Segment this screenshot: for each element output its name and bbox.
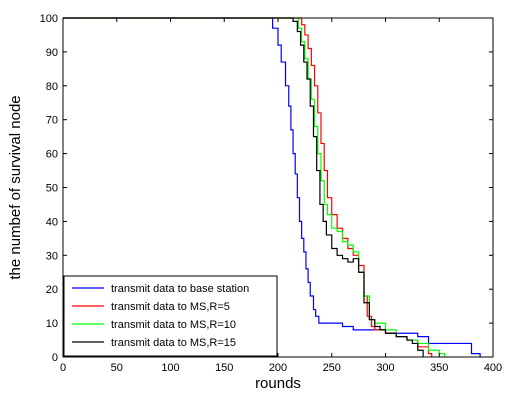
y-tick-label: 10 bbox=[46, 318, 58, 330]
y-tick-label: 100 bbox=[40, 13, 58, 25]
y-tick-label: 90 bbox=[46, 47, 58, 59]
legend-label-3: transmit data to MS,R=10 bbox=[111, 319, 236, 331]
x-tick-label: 250 bbox=[323, 362, 341, 374]
x-tick-label: 150 bbox=[215, 362, 233, 374]
y-tick-label: 0 bbox=[52, 352, 58, 364]
legend-label-2: transmit data to MS,R=5 bbox=[111, 301, 230, 313]
y-tick-label: 40 bbox=[46, 216, 58, 228]
x-tick-label: 300 bbox=[376, 362, 394, 374]
y-tick-label: 80 bbox=[46, 81, 58, 93]
x-tick-label: 0 bbox=[60, 362, 66, 374]
x-tick-label: 50 bbox=[111, 362, 123, 374]
y-tick-label: 70 bbox=[46, 115, 58, 127]
x-tick-label: 350 bbox=[430, 362, 448, 374]
y-tick-label: 20 bbox=[46, 284, 58, 296]
y-axis-label: the numbef of survival node bbox=[7, 95, 24, 279]
y-tick-label: 30 bbox=[46, 250, 58, 262]
y-tick-label: 50 bbox=[46, 183, 58, 195]
x-tick-label: 200 bbox=[269, 362, 287, 374]
x-tick-label: 400 bbox=[484, 362, 502, 374]
x-axis-label: rounds bbox=[255, 375, 301, 392]
y-tick-label: 60 bbox=[46, 149, 58, 161]
series-line-4 bbox=[63, 17, 424, 357]
x-tick-label: 100 bbox=[161, 362, 179, 374]
legend-label-1: transmit data to base station bbox=[111, 283, 249, 295]
legend-box bbox=[63, 275, 278, 357]
legend-label-4: transmit data to MS,R=15 bbox=[111, 337, 236, 349]
